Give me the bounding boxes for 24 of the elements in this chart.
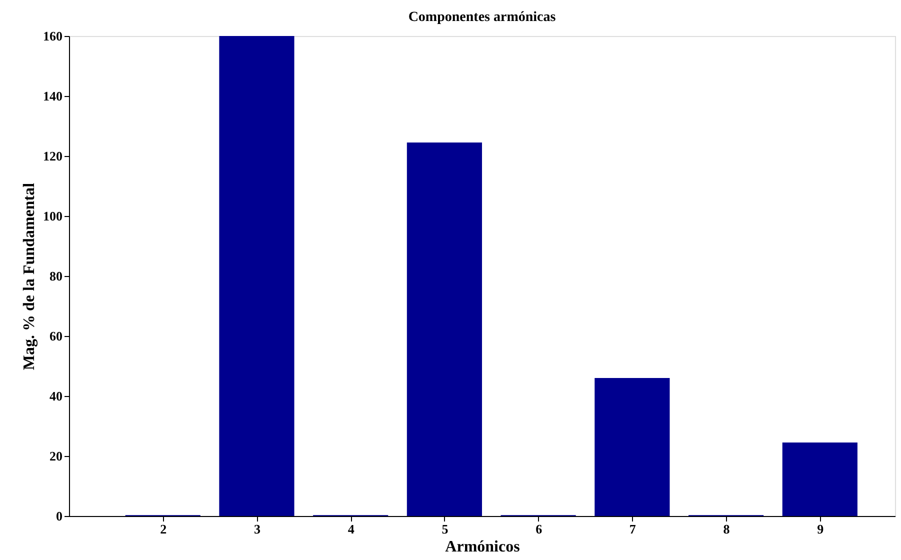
x-tick-label: 2	[160, 522, 167, 536]
bar	[219, 36, 294, 516]
x-tick-label: 7	[629, 522, 636, 536]
bar	[406, 142, 482, 516]
bar	[782, 442, 858, 516]
y-tick-label: 0	[56, 508, 62, 524]
y-tick-label: 20	[50, 448, 62, 464]
y-tick-label: 100	[43, 208, 62, 224]
x-tick-label: 6	[536, 522, 543, 536]
x-tick-label: 8	[723, 522, 730, 536]
y-tick-label: 140	[43, 88, 62, 104]
x-tick-label: 3	[254, 522, 261, 536]
x-tick-label: 4	[348, 522, 355, 536]
y-tick-label: 120	[43, 148, 62, 164]
x-axis-title: Armónicos	[445, 538, 520, 556]
y-tick-label: 80	[50, 268, 62, 284]
x-tick-label: 9	[817, 522, 824, 536]
y-tick-label: 160	[43, 28, 62, 44]
y-tick-label: 40	[50, 388, 62, 404]
bar	[594, 378, 670, 516]
chart-title: Componentes armónicas	[408, 10, 556, 25]
y-axis-title: Mag. % de la Fundamental	[21, 182, 38, 370]
x-tick-label: 5	[442, 522, 449, 536]
y-tick-label: 60	[50, 328, 62, 344]
